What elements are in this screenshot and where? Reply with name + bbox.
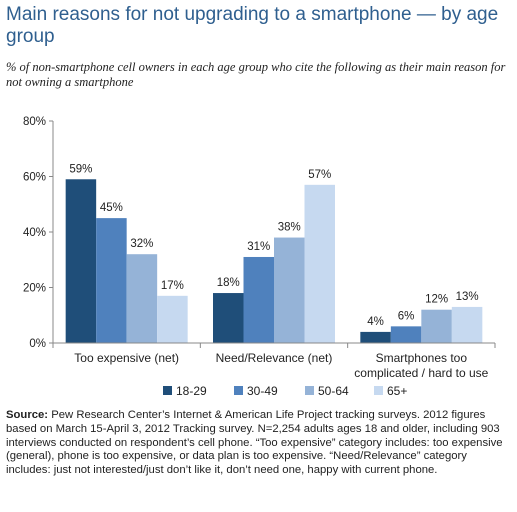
- bar-50-64-2: [421, 309, 452, 343]
- bar-18-29-1: [213, 293, 244, 343]
- data-label: 57%: [308, 169, 331, 181]
- y-tick-label: 20%: [23, 283, 46, 295]
- bar-65+-1: [304, 184, 335, 343]
- legend-label: 30-49: [247, 384, 278, 398]
- y-tick-label: 80%: [23, 116, 46, 128]
- bars: 59% 45% 32% 17% 18% 31% 38% 57% 4% 6% 12% 13%: [65, 163, 483, 343]
- legend-swatch: [374, 386, 383, 395]
- data-label: 4%: [367, 316, 384, 328]
- data-label: 12%: [425, 294, 448, 306]
- source-note: Source: Pew Research Center’s Internet &…: [6, 409, 514, 478]
- bar-30-49-1: [243, 256, 274, 343]
- data-label: 18%: [217, 277, 240, 289]
- data-label: 45%: [100, 202, 123, 214]
- y-axis: 0% 20% 40% 60% 80%: [23, 116, 54, 350]
- chart-title: Main reasons for not upgrading to a smar…: [6, 4, 499, 47]
- bar-chart: 0% 20% 40% 60% 80% 59% 45% 32% 17% 18% 31% 38% 57% 4…: [23, 116, 496, 398]
- data-label: 38%: [278, 222, 301, 234]
- source-label: Source:: [6, 409, 49, 421]
- legend-swatch: [163, 386, 172, 395]
- chart-subtitle: % of non-smartphone cell owners in each …: [6, 60, 506, 89]
- data-label: 59%: [69, 163, 92, 175]
- source-text: Pew Research Center’s Internet & America…: [6, 409, 503, 477]
- y-tick-label: 60%: [23, 172, 46, 184]
- x-axis: Too expensive (net) Need/Relevance (net) S…: [52, 342, 496, 380]
- bar-18-29-2: [360, 331, 391, 343]
- data-label: 17%: [161, 280, 184, 292]
- data-label: 31%: [247, 241, 270, 253]
- bar-30-49-0: [96, 218, 127, 343]
- legend-swatch: [234, 386, 243, 395]
- data-label: 13%: [456, 291, 479, 303]
- bar-30-49-2: [390, 326, 422, 343]
- x-tick-label: Too expensive (net): [74, 351, 179, 365]
- bar-50-64-0: [126, 254, 158, 343]
- data-label: 32%: [130, 238, 153, 250]
- legend: 18-29 30-49 50-64 65+: [163, 384, 407, 398]
- data-label: 6%: [398, 310, 415, 322]
- bar-50-64-1: [274, 237, 305, 343]
- bar-18-29-0: [65, 179, 97, 343]
- x-tick-label: complicated / hard to use: [354, 366, 488, 380]
- y-tick-label: 0%: [29, 338, 46, 350]
- legend-label: 50-64: [318, 384, 349, 398]
- legend-label: 18-29: [176, 384, 207, 398]
- x-tick-label: Smartphones too: [376, 351, 468, 365]
- legend-label: 65+: [387, 384, 407, 398]
- bar-65+-2: [451, 306, 483, 343]
- bar-65+-0: [157, 295, 188, 343]
- y-tick-label: 40%: [23, 227, 46, 239]
- x-tick-label: Need/Relevance (net): [216, 351, 333, 365]
- legend-swatch: [305, 386, 314, 395]
